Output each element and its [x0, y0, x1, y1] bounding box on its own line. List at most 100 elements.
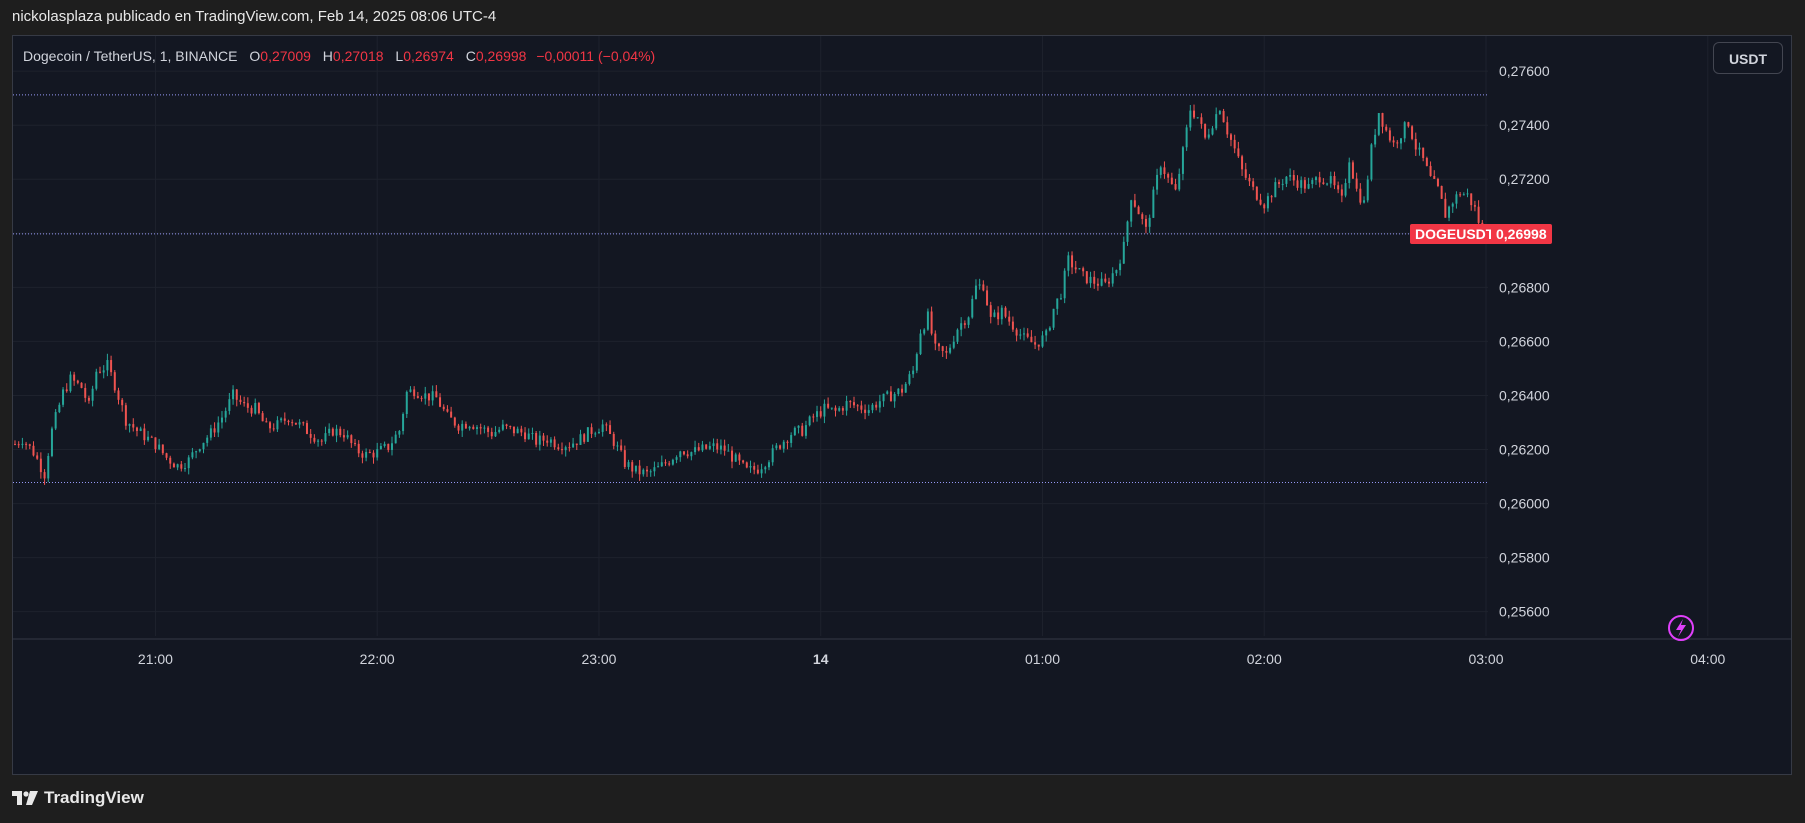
candle — [782, 439, 785, 453]
candle — [679, 450, 682, 462]
candle — [1119, 259, 1122, 276]
x-tick-label: 21:00 — [138, 651, 173, 667]
candle — [572, 437, 575, 448]
candle — [1056, 298, 1059, 315]
candle — [342, 428, 345, 442]
candle — [1078, 268, 1081, 270]
candle — [331, 427, 334, 437]
candle — [986, 285, 989, 306]
low-value: 0,26974 — [403, 48, 454, 64]
candle — [1473, 200, 1476, 212]
candle — [767, 460, 770, 471]
candle — [328, 423, 331, 436]
candle — [165, 452, 168, 461]
candle — [1318, 171, 1321, 188]
candle — [32, 441, 35, 457]
lightning-icon[interactable] — [1668, 615, 1694, 641]
candle — [893, 392, 896, 408]
candle — [361, 450, 364, 464]
candle — [1477, 200, 1480, 226]
candle — [646, 465, 649, 477]
candle — [1041, 331, 1044, 348]
candle — [649, 469, 652, 477]
candle — [1396, 140, 1399, 149]
candle — [224, 407, 227, 423]
candle — [1037, 344, 1040, 351]
candle — [1344, 178, 1347, 198]
price-chart[interactable]: 0,27600 0,27400 0,27200 0,26800 0,26600 0,264… — [13, 36, 1791, 774]
candle — [91, 385, 94, 407]
candle — [180, 460, 183, 472]
candle — [283, 412, 286, 425]
candle — [1355, 172, 1358, 192]
candle — [1259, 193, 1262, 206]
candle — [1374, 128, 1377, 148]
candle — [797, 425, 800, 434]
candle — [1229, 133, 1232, 147]
candle — [424, 386, 427, 405]
y-tick-label: 0,27200 — [1499, 171, 1550, 187]
candle — [1351, 160, 1354, 180]
candle — [228, 392, 231, 415]
candle — [553, 436, 556, 450]
candle — [1011, 316, 1014, 332]
candle — [1215, 107, 1218, 131]
candle — [623, 445, 626, 469]
candle — [989, 301, 992, 324]
candle — [468, 425, 471, 431]
candle — [1163, 161, 1166, 179]
candle — [1359, 183, 1362, 205]
y-tick-label: 0,26600 — [1499, 333, 1550, 349]
candle — [941, 345, 944, 357]
candle — [36, 452, 39, 460]
candle — [1278, 179, 1281, 188]
tradingview-brand: TradingView — [44, 788, 144, 807]
candle — [1263, 203, 1266, 214]
candle — [1266, 192, 1269, 212]
candle — [257, 401, 260, 415]
candle — [1085, 271, 1088, 285]
candle — [1448, 205, 1451, 222]
candle — [420, 395, 423, 402]
candle — [745, 461, 748, 469]
candle — [1252, 178, 1255, 191]
candle — [1303, 177, 1306, 193]
candle — [47, 453, 50, 483]
candle — [764, 465, 767, 474]
candle — [808, 415, 811, 427]
x-tick-label: 22:00 — [360, 651, 395, 667]
candle — [878, 394, 881, 413]
candle — [974, 279, 977, 300]
candle — [439, 393, 442, 408]
tradingview-logo[interactable]: TradingView — [12, 788, 144, 808]
y-tick-label: 0,27600 — [1499, 63, 1550, 79]
candle — [1429, 161, 1432, 177]
candle — [387, 443, 390, 453]
candle — [827, 397, 830, 409]
candle — [184, 462, 187, 472]
candle — [305, 420, 308, 435]
candle — [734, 452, 737, 463]
candle — [1122, 236, 1125, 265]
candle — [54, 409, 57, 431]
candle — [682, 450, 685, 456]
currency-button[interactable]: USDT — [1713, 42, 1783, 74]
candle — [738, 452, 741, 465]
candle — [409, 386, 412, 393]
candle — [609, 420, 612, 435]
candle — [716, 438, 719, 454]
candle — [926, 308, 929, 331]
candle — [834, 405, 837, 417]
candle — [1082, 266, 1085, 277]
candle — [1237, 141, 1240, 159]
candle — [25, 441, 28, 450]
candle — [801, 422, 804, 437]
candle — [579, 429, 582, 446]
candle — [357, 440, 360, 458]
candle — [1366, 175, 1369, 203]
candle — [1074, 260, 1077, 274]
symbol-name[interactable]: Dogecoin / TetherUS, 1, BINANCE — [23, 48, 238, 64]
candle — [1071, 251, 1074, 275]
candle — [302, 421, 305, 426]
chart-pane[interactable]: 0,27600 0,27400 0,27200 0,26800 0,26600 0,264… — [12, 35, 1792, 775]
